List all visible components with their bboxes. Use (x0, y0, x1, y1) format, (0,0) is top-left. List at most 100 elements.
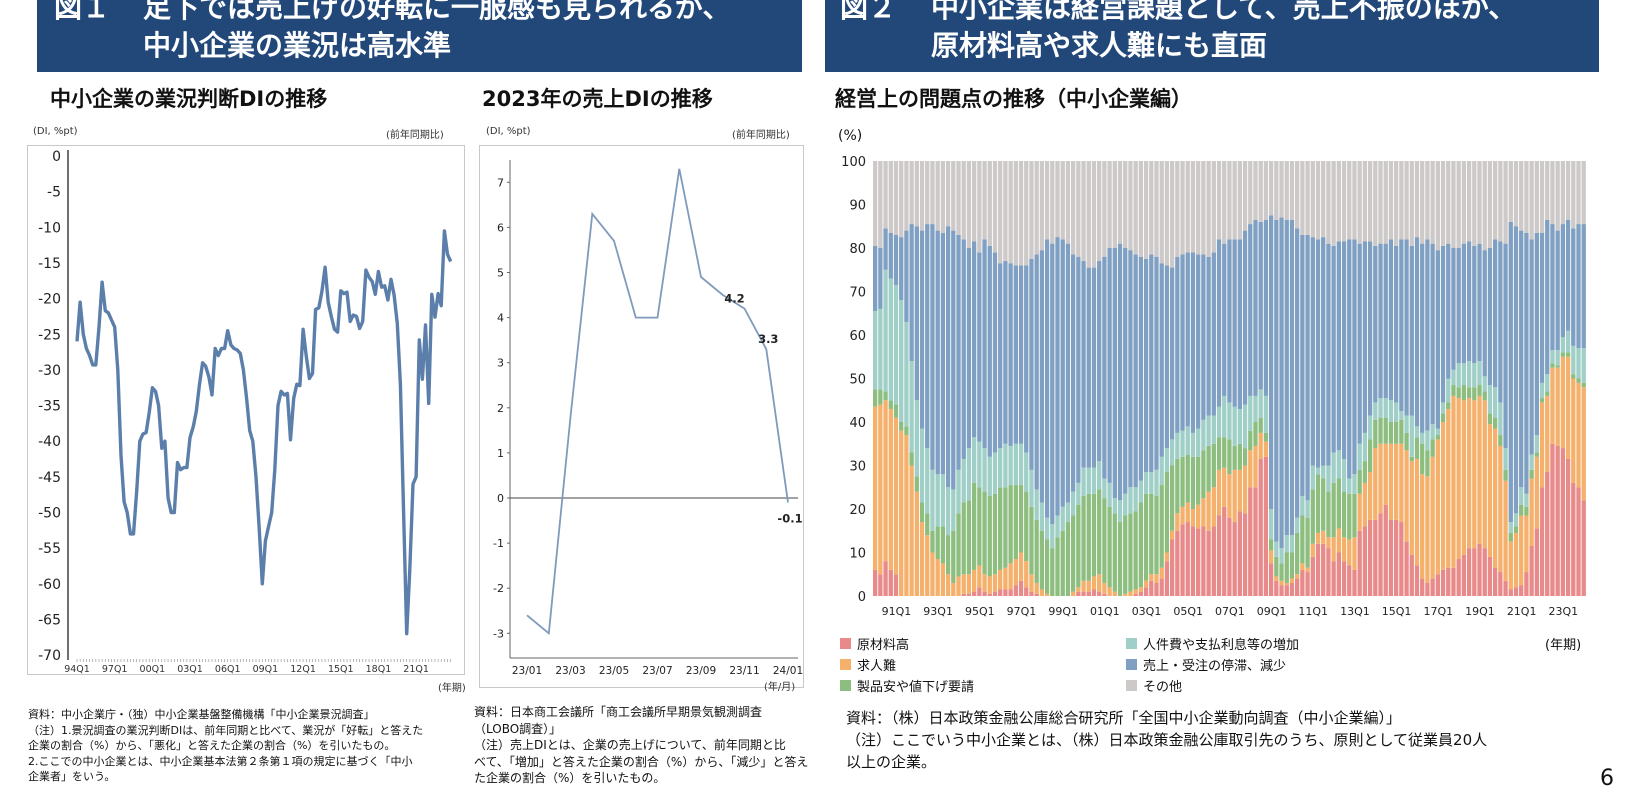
chart3-bar-segment-other (1211, 161, 1216, 253)
chart3-bar-segment-other (909, 161, 914, 225)
chart3-bar-segment (1060, 239, 1065, 507)
chart3-bar-segment (1425, 450, 1430, 477)
chart2-y-tick-label: 3 (497, 357, 504, 370)
chart3-bar-segment (1446, 378, 1451, 403)
chart3-bar-segment (1242, 448, 1248, 466)
chart3-bar-segment (1008, 485, 1013, 564)
chart3-y-tick-label: 10 (849, 547, 866, 562)
chart3-bar-segment (893, 284, 899, 405)
chart2-note-line: （注）売上DIとは、企業の売上げについて、前年同期と比 (474, 738, 786, 752)
chart3-bar-segment (1383, 504, 1388, 596)
chart3-bar-segment (1216, 437, 1222, 470)
chart3-bar-segment (1519, 487, 1524, 505)
chart3-bar-segment-other (1378, 161, 1383, 244)
chart3-bar-segment (977, 487, 982, 566)
chart3-bar-segment (1362, 526, 1368, 596)
chart3-source: 資料：（株）日本政策金融公庫総合研究所「全国中小企業動向調査（中小企業編）」 (846, 709, 1402, 727)
chart3-bar-segment (1034, 519, 1039, 583)
chart3-bar-segment (1347, 539, 1352, 566)
chart3-bar-segment (1097, 461, 1102, 490)
chart3-bar-segment (956, 576, 961, 596)
chart3-bar-segment-other (1373, 161, 1378, 246)
chart3-bar-segment (930, 530, 935, 553)
chart3-bar-segment-other (1482, 161, 1487, 251)
chart1-y-tick-label: -65 (38, 612, 61, 628)
chart3-bar-segment (1456, 559, 1461, 596)
chart3-bar-segment (1055, 515, 1060, 538)
chart3-bar-segment (1560, 352, 1566, 357)
chart2-y-tick-label: 6 (497, 221, 504, 234)
chart3-bar-segment (1274, 576, 1279, 581)
chart3-bar-segment (1550, 367, 1555, 444)
chart3-bar-segment (1018, 485, 1024, 553)
chart1-y-tick-label: -60 (38, 577, 61, 593)
chart3-bar-segment-other (1539, 161, 1545, 233)
chart3-bar-segment-other (1180, 161, 1185, 255)
chart3-bar-segment (1487, 385, 1493, 414)
chart3-bar-segment (1420, 474, 1425, 579)
chart3-bar-segment (1039, 530, 1045, 590)
chart3-bar-segment (998, 589, 1003, 596)
chart3-bar-segment (951, 230, 956, 490)
chart3-bar-segment (1284, 582, 1289, 586)
chart3-bar-segment (1347, 478, 1352, 494)
chart3-bar-segment (1253, 219, 1258, 396)
chart3-bar-segment (1414, 426, 1420, 438)
chart3-bar-segment (1341, 537, 1347, 562)
chart2-unit-note: (前年同期比) (732, 130, 790, 141)
figure1-heading-line1: 足下では売上げの好転に一服感も見られるが、 (143, 0, 731, 24)
chart3-bar-segment (1451, 385, 1456, 396)
chart3-bar-segment (1133, 589, 1138, 594)
chart3-bar-segment-other (1352, 161, 1357, 240)
chart3-bar-segment (1248, 395, 1253, 431)
chart3-bar-segment (1258, 432, 1263, 459)
chart3-bar-segment (1560, 337, 1566, 353)
chart3-bar-segment (1565, 352, 1571, 357)
chart3-bar-segment (1180, 430, 1185, 457)
chart3-bar-segment-other (878, 161, 883, 248)
chart3-bar-segment-other (1123, 161, 1128, 248)
chart3-bar-segment (1086, 580, 1091, 592)
chart3-bar-segment (1034, 582, 1039, 594)
chart3-bar-segment (1326, 465, 1331, 492)
chart3-bar-segment (1044, 539, 1050, 594)
chart3-bar-segment (1414, 565, 1420, 596)
chart3-bar-segment (878, 404, 883, 575)
chart3-bar-segment (1492, 428, 1498, 568)
chart3-bar-segment (1555, 350, 1560, 366)
chart3-bar-segment-other (977, 161, 982, 253)
chart3-bar-segment-other (1321, 161, 1326, 238)
chart3-bar-segment (1435, 435, 1440, 440)
chart3-bar-segment (1331, 482, 1336, 538)
chart3-bar-segment (1206, 415, 1211, 446)
chart3-bar-segment (1024, 491, 1029, 562)
chart3-bar-segment (1091, 467, 1097, 494)
chart3-bar-segment (1388, 519, 1394, 596)
chart3-bar-segment (1211, 252, 1216, 416)
chart3-bar-segment (1258, 417, 1263, 433)
chart3-bar-segment (1149, 580, 1154, 596)
chart3-bar-segment (1305, 567, 1310, 573)
chart3-bar-segment-other (1018, 161, 1024, 266)
chart3-bar-segment (940, 526, 946, 564)
chart3-bar-segment (914, 476, 919, 492)
chart3-bar-segment (1180, 506, 1185, 525)
chart3-bar-segment (1456, 363, 1461, 388)
chart1-title: 中小企業の業況判断DIの推移 (50, 87, 328, 111)
chart3-y-tick-label: 20 (849, 503, 866, 518)
chart3-bar-segment (1545, 395, 1550, 473)
chart3-bar-segment-other (982, 161, 987, 240)
chart3-bar-segment-other (1289, 161, 1295, 220)
chart3-bar-segment (914, 491, 919, 596)
chart3-bar-segment (1331, 452, 1336, 483)
chart3-bar-segment (1091, 493, 1097, 577)
legend-label: 人件費や支払利息等の増加 (1143, 638, 1300, 653)
chart3-bar-segment (1091, 576, 1097, 590)
chart3-bar-segment (1513, 526, 1519, 533)
chart3-bar-segment (982, 574, 987, 592)
chart3-bar-segment (1440, 569, 1446, 596)
chart3-bar-segment (971, 569, 977, 592)
chart3-bar-segment (1091, 267, 1097, 468)
chart3-bar-segment (1263, 432, 1269, 442)
chart3-bar-segment (883, 561, 888, 596)
